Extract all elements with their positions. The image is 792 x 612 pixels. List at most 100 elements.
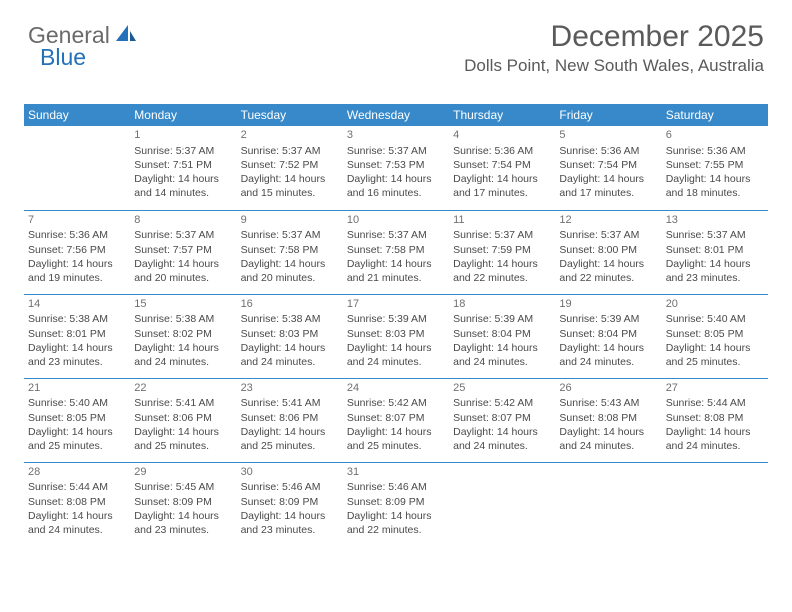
month-title: December 2025 (464, 20, 764, 54)
sunset-text: Sunset: 7:53 PM (347, 158, 445, 172)
calendar-day-cell: 9Sunrise: 5:37 AMSunset: 7:58 PMDaylight… (237, 210, 343, 294)
daylight-text: Daylight: 14 hours and 22 minutes. (347, 509, 445, 537)
daylight-text: Daylight: 14 hours and 19 minutes. (28, 257, 126, 285)
sunset-text: Sunset: 7:52 PM (241, 158, 339, 172)
day-number: 9 (241, 213, 339, 228)
day-number: 1 (134, 128, 232, 143)
day-number: 21 (28, 381, 126, 396)
sunset-text: Sunset: 8:05 PM (28, 411, 126, 425)
calendar-body: 1Sunrise: 5:37 AMSunset: 7:51 PMDaylight… (24, 126, 768, 546)
day-number: 2 (241, 128, 339, 143)
sunset-text: Sunset: 8:09 PM (347, 495, 445, 509)
day-number: 11 (453, 213, 551, 228)
daylight-text: Daylight: 14 hours and 25 minutes. (241, 425, 339, 453)
daylight-text: Daylight: 14 hours and 24 minutes. (28, 509, 126, 537)
day-number: 10 (347, 213, 445, 228)
sunset-text: Sunset: 8:08 PM (559, 411, 657, 425)
calendar-empty-cell (24, 126, 130, 210)
sunrise-text: Sunrise: 5:37 AM (134, 144, 232, 158)
daylight-text: Daylight: 14 hours and 24 minutes. (134, 341, 232, 369)
calendar-day-cell: 14Sunrise: 5:38 AMSunset: 8:01 PMDayligh… (24, 294, 130, 378)
daylight-text: Daylight: 14 hours and 16 minutes. (347, 172, 445, 200)
calendar-day-cell: 21Sunrise: 5:40 AMSunset: 8:05 PMDayligh… (24, 378, 130, 462)
sunrise-text: Sunrise: 5:36 AM (28, 228, 126, 242)
calendar-day-cell: 12Sunrise: 5:37 AMSunset: 8:00 PMDayligh… (555, 210, 661, 294)
sunrise-text: Sunrise: 5:43 AM (559, 396, 657, 410)
day-header: Wednesday (343, 104, 449, 126)
day-number: 18 (453, 297, 551, 312)
day-header: Thursday (449, 104, 555, 126)
calendar-week-row: 14Sunrise: 5:38 AMSunset: 8:01 PMDayligh… (24, 294, 768, 378)
calendar-week-row: 1Sunrise: 5:37 AMSunset: 7:51 PMDaylight… (24, 126, 768, 210)
sunset-text: Sunset: 7:56 PM (28, 243, 126, 257)
sunrise-text: Sunrise: 5:42 AM (347, 396, 445, 410)
sunrise-text: Sunrise: 5:41 AM (241, 396, 339, 410)
calendar-day-cell: 13Sunrise: 5:37 AMSunset: 8:01 PMDayligh… (662, 210, 768, 294)
sunrise-text: Sunrise: 5:44 AM (28, 480, 126, 494)
calendar-day-cell: 4Sunrise: 5:36 AMSunset: 7:54 PMDaylight… (449, 126, 555, 210)
sunset-text: Sunset: 8:06 PM (134, 411, 232, 425)
day-number: 6 (666, 128, 764, 143)
day-number: 19 (559, 297, 657, 312)
sunset-text: Sunset: 7:58 PM (241, 243, 339, 257)
daylight-text: Daylight: 14 hours and 24 minutes. (559, 425, 657, 453)
daylight-text: Daylight: 14 hours and 22 minutes. (453, 257, 551, 285)
day-number: 16 (241, 297, 339, 312)
calendar-day-cell: 22Sunrise: 5:41 AMSunset: 8:06 PMDayligh… (130, 378, 236, 462)
calendar-day-cell: 31Sunrise: 5:46 AMSunset: 8:09 PMDayligh… (343, 462, 449, 546)
day-number: 7 (28, 213, 126, 228)
daylight-text: Daylight: 14 hours and 17 minutes. (559, 172, 657, 200)
calendar-day-cell: 25Sunrise: 5:42 AMSunset: 8:07 PMDayligh… (449, 378, 555, 462)
day-header: Sunday (24, 104, 130, 126)
calendar-day-cell: 11Sunrise: 5:37 AMSunset: 7:59 PMDayligh… (449, 210, 555, 294)
calendar-day-cell: 23Sunrise: 5:41 AMSunset: 8:06 PMDayligh… (237, 378, 343, 462)
sail-icon (114, 22, 138, 49)
day-number: 30 (241, 465, 339, 480)
sunset-text: Sunset: 8:09 PM (241, 495, 339, 509)
sunset-text: Sunset: 7:54 PM (559, 158, 657, 172)
daylight-text: Daylight: 14 hours and 22 minutes. (559, 257, 657, 285)
sunset-text: Sunset: 7:57 PM (134, 243, 232, 257)
sunrise-text: Sunrise: 5:37 AM (666, 228, 764, 242)
day-number: 29 (134, 465, 232, 480)
sunset-text: Sunset: 8:04 PM (453, 327, 551, 341)
day-number: 28 (28, 465, 126, 480)
sunrise-text: Sunrise: 5:38 AM (241, 312, 339, 326)
daylight-text: Daylight: 14 hours and 21 minutes. (347, 257, 445, 285)
sunrise-text: Sunrise: 5:45 AM (134, 480, 232, 494)
daylight-text: Daylight: 14 hours and 18 minutes. (666, 172, 764, 200)
logo-text-blue-wrap: Blue (40, 44, 86, 71)
sunrise-text: Sunrise: 5:36 AM (559, 144, 657, 158)
sunrise-text: Sunrise: 5:37 AM (134, 228, 232, 242)
sunrise-text: Sunrise: 5:37 AM (241, 228, 339, 242)
daylight-text: Daylight: 14 hours and 24 minutes. (453, 425, 551, 453)
calendar-day-cell: 6Sunrise: 5:36 AMSunset: 7:55 PMDaylight… (662, 126, 768, 210)
calendar-empty-cell (449, 462, 555, 546)
calendar-day-cell: 19Sunrise: 5:39 AMSunset: 8:04 PMDayligh… (555, 294, 661, 378)
daylight-text: Daylight: 14 hours and 24 minutes. (347, 341, 445, 369)
sunrise-text: Sunrise: 5:39 AM (559, 312, 657, 326)
sunset-text: Sunset: 8:01 PM (666, 243, 764, 257)
location-subtitle: Dolls Point, New South Wales, Australia (464, 56, 764, 76)
sunrise-text: Sunrise: 5:37 AM (347, 228, 445, 242)
sunset-text: Sunset: 8:08 PM (28, 495, 126, 509)
day-number: 25 (453, 381, 551, 396)
sunset-text: Sunset: 7:55 PM (666, 158, 764, 172)
sunset-text: Sunset: 8:03 PM (241, 327, 339, 341)
daylight-text: Daylight: 14 hours and 20 minutes. (241, 257, 339, 285)
day-number: 17 (347, 297, 445, 312)
day-number: 8 (134, 213, 232, 228)
calendar-day-cell: 16Sunrise: 5:38 AMSunset: 8:03 PMDayligh… (237, 294, 343, 378)
daylight-text: Daylight: 14 hours and 23 minutes. (28, 341, 126, 369)
calendar-day-cell: 20Sunrise: 5:40 AMSunset: 8:05 PMDayligh… (662, 294, 768, 378)
sunrise-text: Sunrise: 5:40 AM (666, 312, 764, 326)
sunrise-text: Sunrise: 5:36 AM (453, 144, 551, 158)
calendar-day-cell: 28Sunrise: 5:44 AMSunset: 8:08 PMDayligh… (24, 462, 130, 546)
sunrise-text: Sunrise: 5:37 AM (347, 144, 445, 158)
header: December 2025 Dolls Point, New South Wal… (464, 20, 764, 76)
sunrise-text: Sunrise: 5:37 AM (453, 228, 551, 242)
day-number: 27 (666, 381, 764, 396)
day-header: Saturday (662, 104, 768, 126)
day-number: 5 (559, 128, 657, 143)
daylight-text: Daylight: 14 hours and 25 minutes. (347, 425, 445, 453)
